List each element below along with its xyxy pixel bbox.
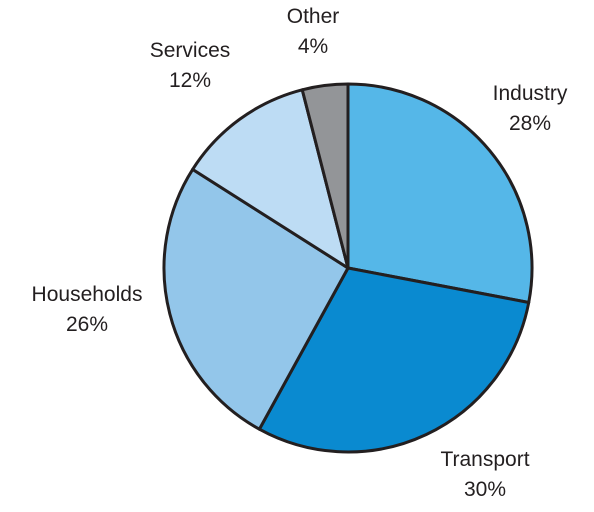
pie-slice-other	[300, 82, 350, 270]
pie-slice-services	[191, 88, 350, 270]
slices-layer	[162, 82, 534, 454]
slice-percent-industry: 28%	[509, 112, 551, 135]
slice-percent-other: 4%	[298, 35, 328, 58]
slice-label-households: Households	[32, 283, 143, 306]
slice-label-transport: Transport	[440, 448, 529, 471]
pie-slice-households	[162, 167, 350, 431]
pie-slice-industry	[346, 82, 534, 304]
slice-percent-households: 26%	[66, 313, 108, 336]
labels-layer: Industry 28% Transport 30% Households 26% Serv…	[32, 5, 568, 501]
slice-label-industry: Industry	[493, 82, 568, 105]
slice-label-services: Services	[150, 39, 231, 62]
slice-label-other: Other	[287, 5, 340, 28]
slice-percent-services: 12%	[169, 69, 211, 92]
slice-percent-transport: 30%	[464, 478, 506, 501]
pie-slice-transport	[257, 266, 531, 454]
